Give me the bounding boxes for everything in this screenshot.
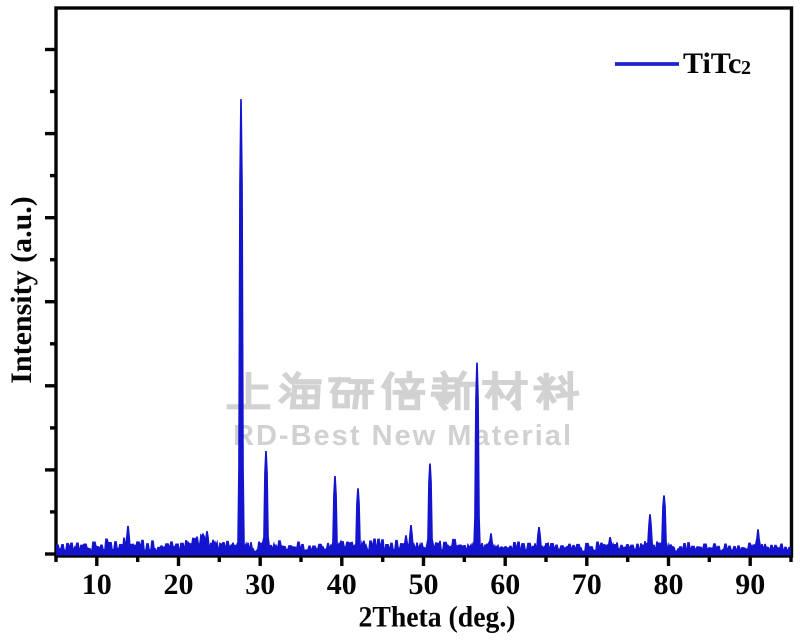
svg-text:2Theta (deg.): 2Theta (deg.)	[359, 601, 516, 634]
svg-text:60: 60	[490, 568, 520, 601]
svg-text:2: 2	[741, 57, 751, 79]
svg-text:Intensity (a.u.): Intensity (a.u.)	[5, 196, 38, 384]
svg-text:70: 70	[572, 568, 602, 601]
svg-text:80: 80	[654, 568, 684, 601]
svg-text:20: 20	[164, 568, 194, 601]
svg-text:10: 10	[82, 568, 112, 601]
svg-text:30: 30	[245, 568, 275, 601]
svg-text:90: 90	[735, 568, 765, 601]
svg-text:40: 40	[327, 568, 357, 601]
svg-text:50: 50	[409, 568, 439, 601]
svg-text:TiTc: TiTc	[683, 47, 741, 80]
